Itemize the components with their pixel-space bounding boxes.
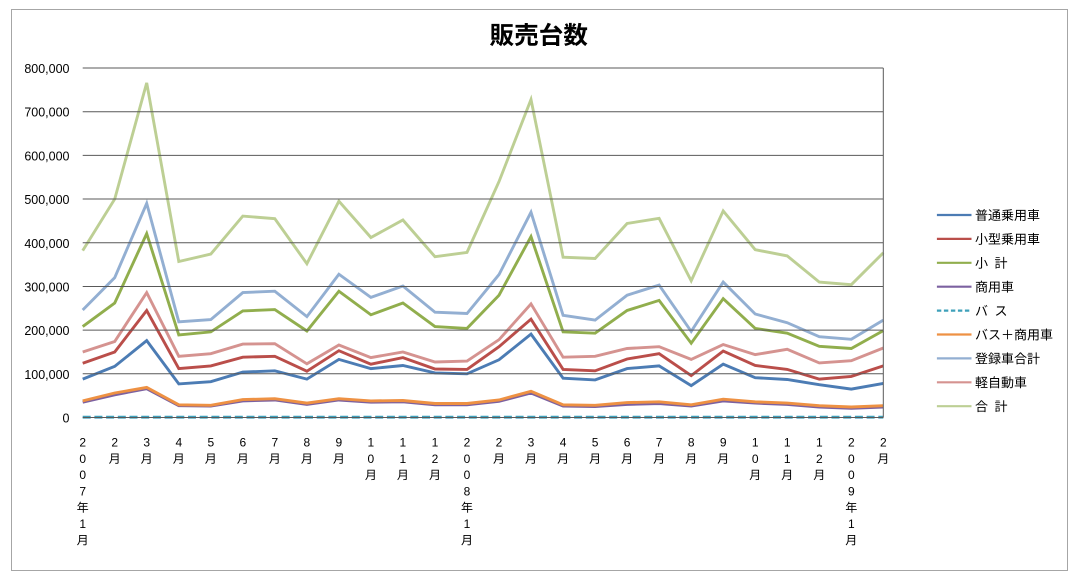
svg-text:9: 9 (848, 485, 855, 499)
svg-text:1: 1 (79, 517, 86, 531)
svg-text:9: 9 (336, 436, 343, 450)
svg-text:1: 1 (784, 452, 791, 466)
svg-text:7: 7 (656, 436, 663, 450)
svg-text:1: 1 (400, 436, 407, 450)
svg-text:3: 3 (528, 436, 535, 450)
svg-text:2: 2 (464, 436, 471, 450)
svg-text:0: 0 (63, 412, 70, 426)
svg-text:6: 6 (239, 436, 246, 450)
svg-text:2: 2 (848, 436, 855, 450)
svg-text:2: 2 (496, 436, 503, 450)
svg-text:8: 8 (688, 436, 695, 450)
svg-text:3: 3 (143, 436, 150, 450)
svg-text:2: 2 (816, 452, 823, 466)
svg-text:9: 9 (720, 436, 727, 450)
svg-text:0: 0 (848, 468, 855, 482)
svg-text:0: 0 (464, 468, 471, 482)
svg-text:2: 2 (111, 436, 118, 450)
svg-text:4: 4 (560, 436, 567, 450)
svg-text:0: 0 (752, 452, 759, 466)
svg-text:0: 0 (368, 452, 375, 466)
svg-text:7: 7 (79, 485, 86, 499)
svg-text:1: 1 (784, 436, 791, 450)
svg-text:5: 5 (592, 436, 599, 450)
svg-text:0: 0 (79, 468, 86, 482)
svg-text:500,000: 500,000 (24, 193, 69, 207)
svg-text:600,000: 600,000 (24, 149, 69, 163)
svg-text:1: 1 (368, 436, 375, 450)
svg-text:200,000: 200,000 (24, 324, 69, 338)
svg-text:800,000: 800,000 (24, 62, 69, 76)
svg-text:0: 0 (848, 452, 855, 466)
svg-text:6: 6 (624, 436, 631, 450)
svg-text:2: 2 (880, 436, 887, 450)
svg-text:300,000: 300,000 (24, 280, 69, 294)
svg-text:1: 1 (432, 436, 439, 450)
svg-text:1: 1 (752, 436, 759, 450)
svg-text:5: 5 (207, 436, 214, 450)
svg-text:1: 1 (400, 452, 407, 466)
svg-text:2: 2 (432, 452, 439, 466)
svg-text:100,000: 100,000 (24, 368, 69, 382)
svg-text:8: 8 (304, 436, 311, 450)
svg-text:700,000: 700,000 (24, 106, 69, 120)
svg-text:0: 0 (79, 452, 86, 466)
svg-text:4: 4 (175, 436, 182, 450)
svg-text:1: 1 (848, 517, 855, 531)
svg-text:1: 1 (464, 517, 471, 531)
svg-text:7: 7 (271, 436, 278, 450)
svg-text:1: 1 (816, 436, 823, 450)
svg-text:0: 0 (464, 452, 471, 466)
svg-text:8: 8 (464, 485, 471, 499)
svg-text:2: 2 (79, 436, 86, 450)
svg-text:400,000: 400,000 (24, 237, 69, 251)
